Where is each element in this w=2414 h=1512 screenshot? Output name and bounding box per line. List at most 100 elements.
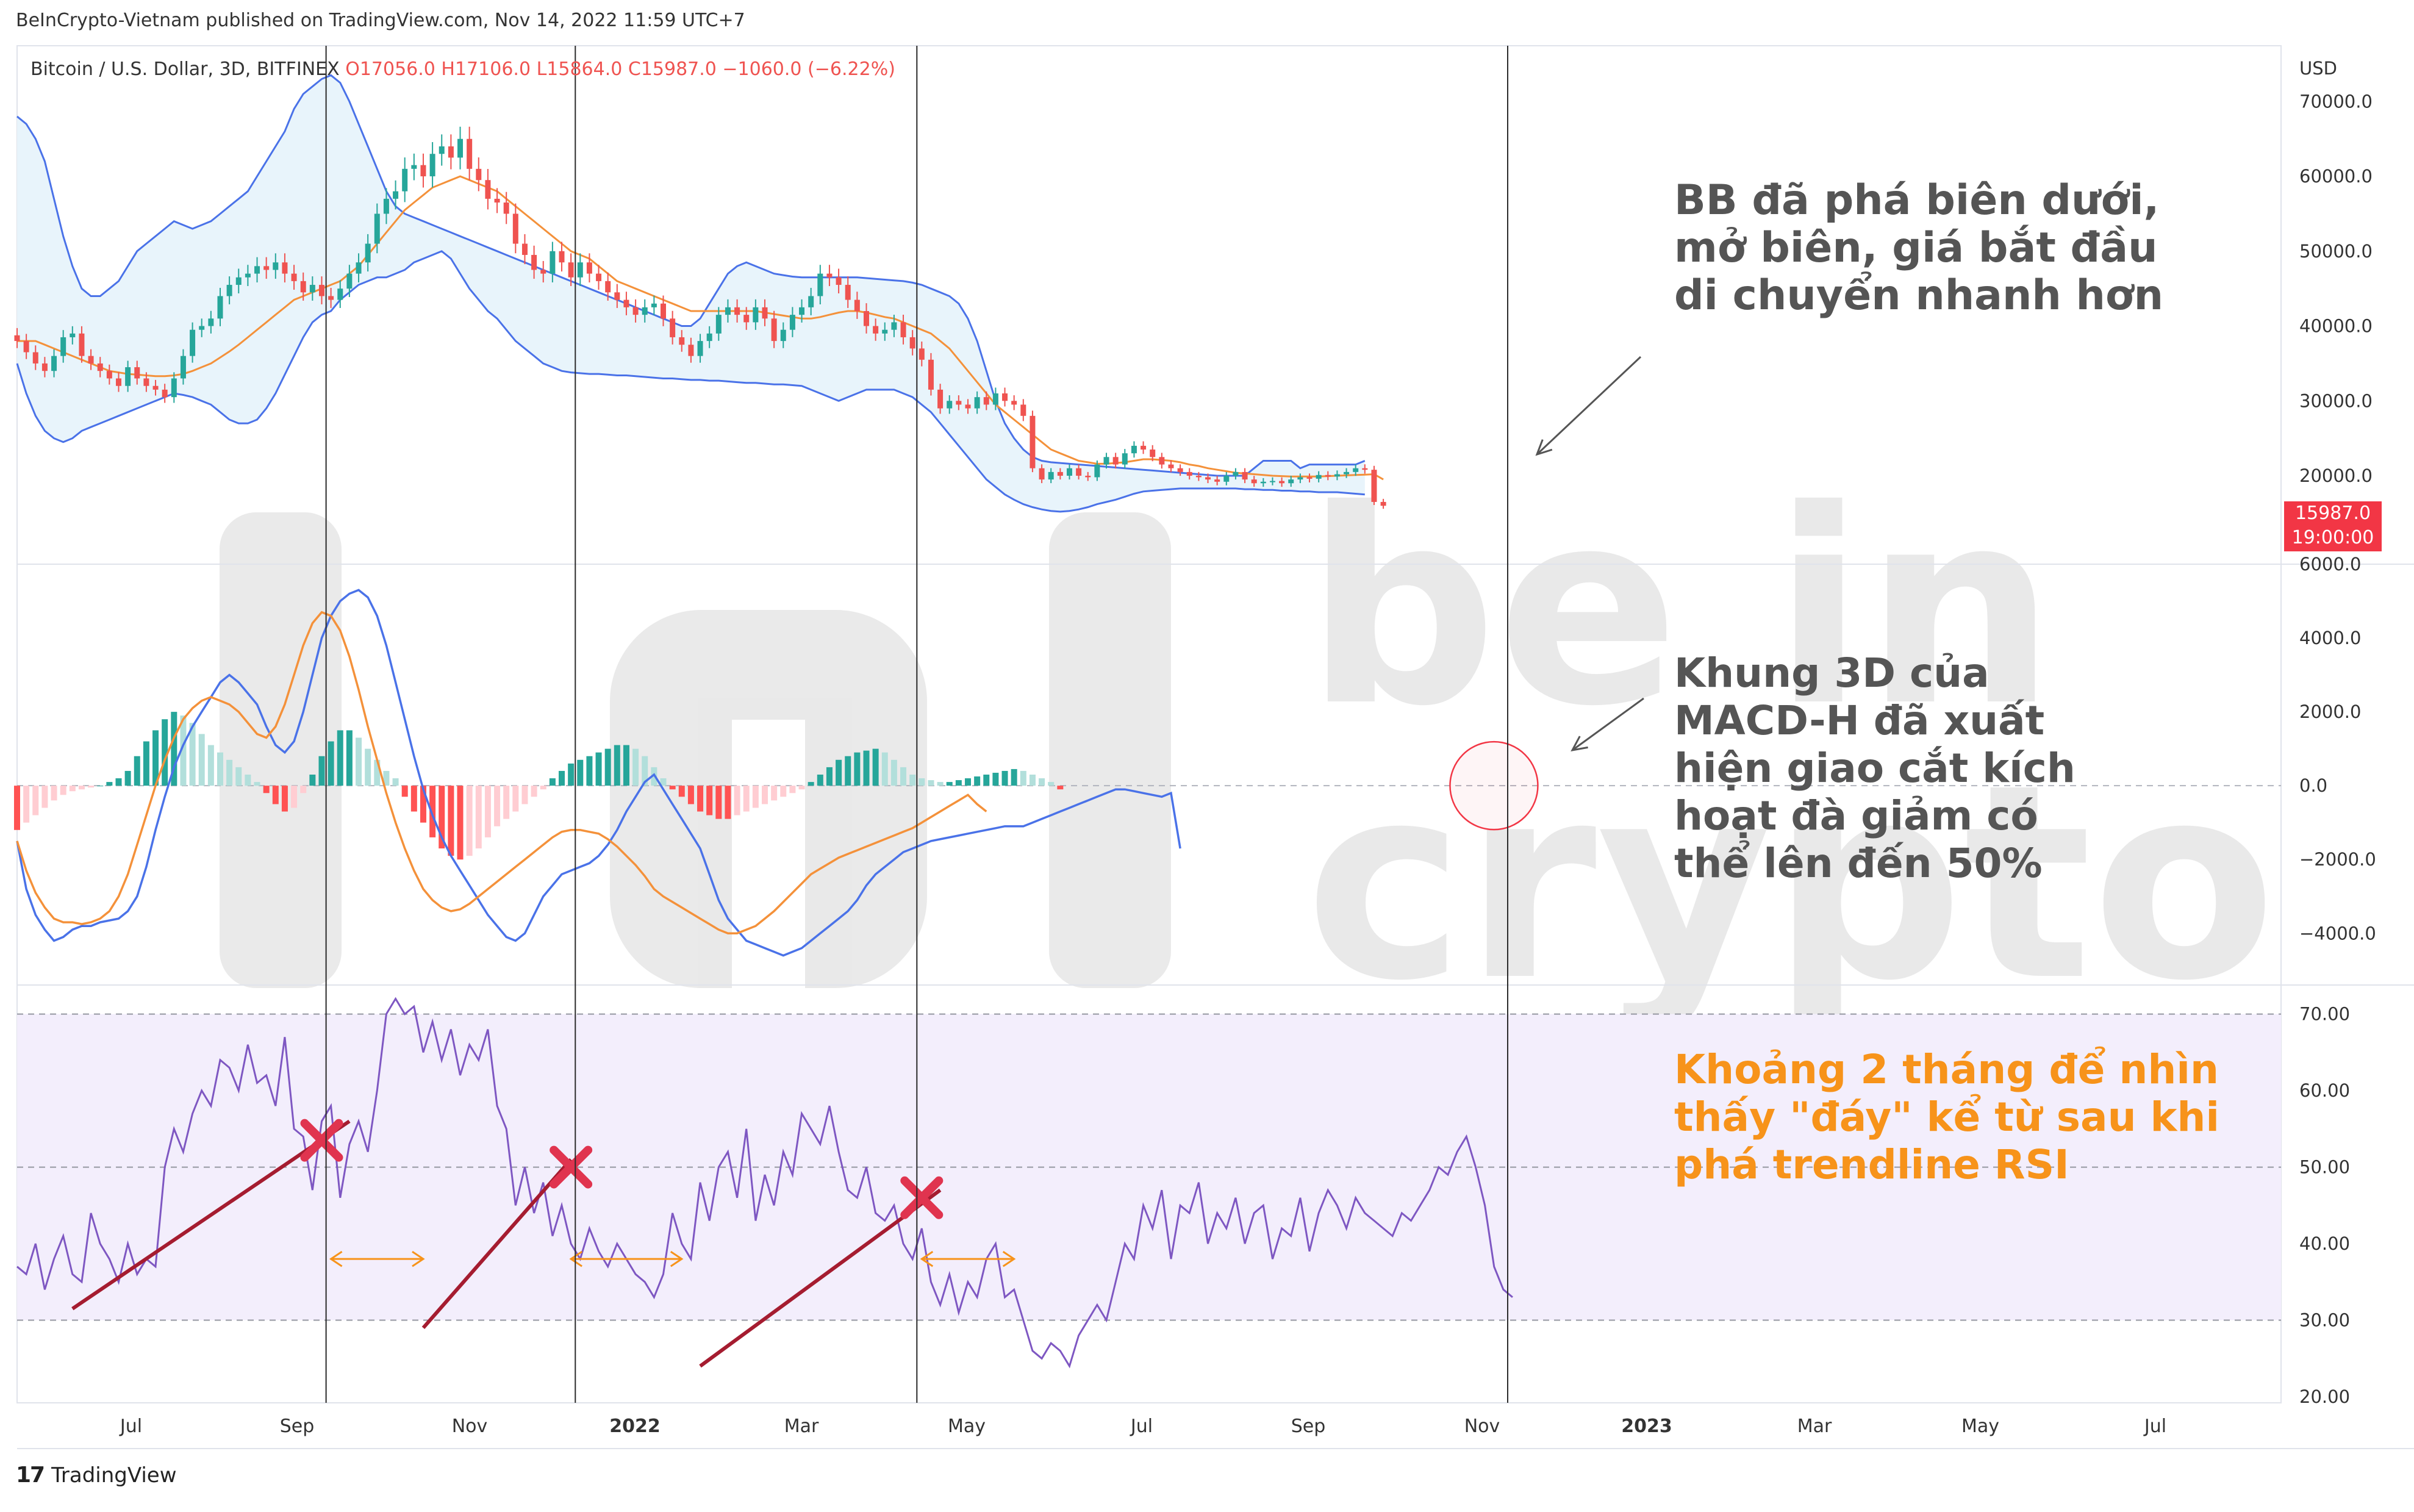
candle-body xyxy=(817,273,823,296)
last-price: 15987.0 xyxy=(2294,503,2371,524)
macd-histogram-bar xyxy=(291,786,298,808)
rsi-line xyxy=(16,997,1513,1369)
macd-histogram-bar xyxy=(32,786,39,815)
x-axis: Jul Sep Nov 2022 Mar May Jul Sep Nov 2023 Mar May Ju… xyxy=(119,1416,2166,1437)
price-pane[interactable] xyxy=(14,74,1386,513)
candle-body xyxy=(226,285,232,296)
candle-body xyxy=(1297,477,1303,480)
macd-pane[interactable] xyxy=(14,589,2281,957)
macd-histogram-bar xyxy=(798,786,805,790)
macd-histogram-bar xyxy=(771,786,778,801)
candle-body xyxy=(318,285,324,296)
macd-histogram-bar xyxy=(226,759,233,786)
macd-histogram-bar xyxy=(725,786,731,819)
candle-body xyxy=(715,315,722,334)
macd-histogram-bar xyxy=(928,780,934,786)
watermark-n-gap xyxy=(732,720,805,988)
candle-body xyxy=(346,273,353,289)
macd-histogram-bar xyxy=(503,786,510,819)
last-price-badge: 15987.0 19:00:00 xyxy=(2284,501,2382,551)
candle-body xyxy=(1112,457,1119,465)
candle-body xyxy=(70,333,76,337)
symbol-legend[interactable]: Bitcoin / U.S. Dollar, 3D, BITFINEX O170… xyxy=(30,59,895,80)
candle-body xyxy=(623,299,629,307)
x-tick-label: Jul xyxy=(1130,1416,1153,1437)
macd-histogram-bar xyxy=(623,745,629,786)
rsi-tick-label: 70.00 xyxy=(2299,1004,2350,1025)
candle-body xyxy=(808,296,814,307)
macd-tick-label: 6000.0 xyxy=(2299,554,2361,575)
macd-histogram-bar xyxy=(365,748,371,786)
tradingview-brand[interactable]: 17 TradingView xyxy=(16,1463,177,1488)
watermark-n-shape xyxy=(610,610,927,988)
candle-body xyxy=(1030,415,1036,468)
macd-histogram-bar xyxy=(401,786,408,797)
macd-histogram-bar xyxy=(559,770,565,786)
candle-body xyxy=(171,378,177,398)
macd-histogram-bar xyxy=(254,782,260,786)
macd-histogram-bar xyxy=(854,752,861,786)
macd-histogram-bar xyxy=(106,782,113,786)
cross-stroke xyxy=(300,1119,343,1162)
candle-body xyxy=(909,337,915,349)
candle-body xyxy=(402,168,408,192)
arrow-head-right xyxy=(412,1250,425,1267)
candle-body xyxy=(1214,479,1220,482)
macd-histogram-bar xyxy=(1001,770,1008,786)
candle-body xyxy=(328,296,334,300)
currency-label: USD xyxy=(2299,58,2337,79)
y-axes: USD 70000.0 60000.0 50000.0 40000.0 30000.0 20… xyxy=(2299,58,2376,1407)
macd-histogram-bar xyxy=(143,741,149,786)
macd-histogram-bar xyxy=(356,737,362,786)
price-tick-label: 50000.0 xyxy=(2299,241,2373,262)
rsi-pane[interactable] xyxy=(16,997,2281,1369)
macd-histogram-bar xyxy=(964,778,971,786)
candle-body xyxy=(1306,477,1313,479)
macd-tick-label: 4000.0 xyxy=(2299,628,2361,648)
candle-body xyxy=(789,315,795,330)
macd-histogram-bar xyxy=(217,752,223,786)
macd-histogram-bar xyxy=(78,786,85,790)
vertical-markers xyxy=(325,46,1508,1403)
macd-histogram-bar xyxy=(374,759,381,786)
macd-histogram-bar xyxy=(687,786,694,804)
candle-body xyxy=(97,363,103,371)
candle-body xyxy=(115,378,121,386)
candle-body xyxy=(586,262,592,274)
candle-body xyxy=(503,202,509,214)
candle-body xyxy=(1251,479,1257,484)
macd-histogram-bar xyxy=(937,782,944,786)
breakout-cross-icon xyxy=(300,1119,343,1162)
candle-body xyxy=(235,277,242,285)
rsi-trendline xyxy=(421,1158,573,1330)
macd-histogram-bar xyxy=(540,786,546,790)
candle-body xyxy=(1242,471,1248,480)
candle-body xyxy=(457,138,464,158)
macd-histogram-bar xyxy=(872,748,879,786)
macd-histogram-bar xyxy=(410,786,417,812)
candle-body xyxy=(494,198,500,203)
candle-body xyxy=(688,345,694,356)
candle-body xyxy=(467,138,473,169)
macd-histogram-bar xyxy=(309,775,316,786)
macd-histogram-bar xyxy=(826,767,833,786)
macd-pointer-arrow xyxy=(1572,697,1644,751)
beincrypto-watermark: be in crypto xyxy=(220,453,2276,1039)
macd-histogram-bar xyxy=(448,786,454,856)
candle-body xyxy=(254,266,260,274)
macd-histogram-bar xyxy=(88,786,95,788)
candle-body xyxy=(891,322,897,330)
candle-body xyxy=(1141,445,1147,450)
macd-histogram-bar xyxy=(632,748,639,786)
candle-body xyxy=(1288,479,1294,484)
candle-body xyxy=(1380,501,1386,506)
macd-histogram-bar xyxy=(678,786,685,797)
macd-annotation: Khung 3D của MACD-H đã xuất hiện giao cắ… xyxy=(1674,650,2076,887)
candle-body xyxy=(245,273,251,278)
macd-histogram-bar xyxy=(337,730,343,786)
macd-histogram-bar xyxy=(14,786,20,830)
bb-annotation: BB đã phá biên dưới, mở biên, giá bắt đầ… xyxy=(1674,176,2164,320)
candle-body xyxy=(217,296,223,319)
macd-histogram-bar xyxy=(762,786,768,804)
candle-body xyxy=(41,363,48,371)
